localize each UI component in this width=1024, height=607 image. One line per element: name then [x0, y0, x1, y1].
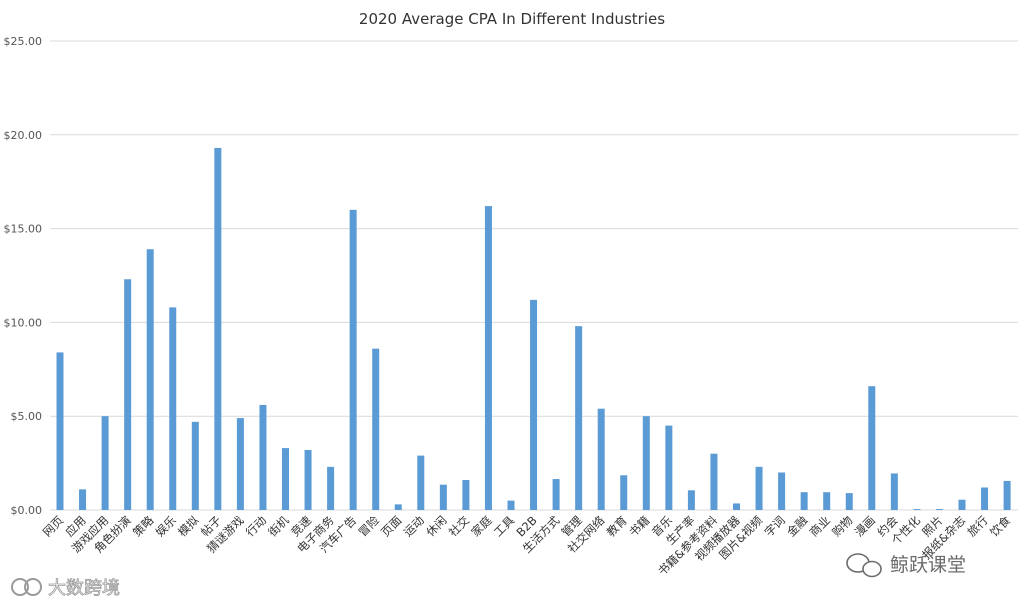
bar: [236, 418, 244, 510]
bar: [845, 493, 853, 510]
bar: [778, 472, 786, 510]
bar: [913, 509, 921, 510]
watermark-logo-icon: [24, 578, 42, 596]
x-tick-label: 行动: [243, 513, 269, 539]
bar: [575, 326, 583, 510]
x-tick-label: 冒险: [356, 513, 383, 540]
bar: [620, 475, 628, 510]
x-tick-label: 休闲: [423, 513, 449, 539]
x-tick-label: 家庭: [468, 513, 495, 540]
chart-title: 2020 Average CPA In Different Industries: [359, 10, 665, 28]
bar: [710, 453, 718, 510]
watermark-left: 大数跨境: [11, 578, 120, 599]
y-tick-label: $15.00: [4, 223, 43, 236]
watermark-right-text: 鲸跃课堂: [890, 554, 966, 576]
bar: [349, 209, 357, 510]
x-tick-label: 策略: [130, 513, 157, 540]
x-tick-label: 旅行: [965, 513, 991, 539]
y-tick-label: $20.00: [4, 129, 43, 142]
bar: [439, 484, 447, 510]
bar: [372, 348, 380, 510]
x-tick-label: 漫画: [852, 513, 878, 539]
watermark-logo-icon: [11, 578, 29, 596]
bar: [642, 416, 650, 510]
y-tick-label: $0.00: [11, 504, 43, 517]
bar: [687, 490, 695, 510]
bar: [169, 307, 177, 510]
bar: [958, 499, 966, 510]
bar: [214, 147, 222, 510]
bar: [530, 299, 538, 510]
bar: [327, 466, 335, 510]
bar: [1003, 480, 1011, 510]
bar: [394, 504, 402, 510]
bar: [417, 455, 425, 510]
y-tick-label: $25.00: [4, 35, 43, 48]
x-tick-label: 字词: [762, 513, 788, 539]
wechat-icon-bubble: [862, 560, 882, 578]
bar: [304, 449, 312, 510]
x-tick-label: 模拟: [175, 513, 202, 540]
x-tick-label: 书籍: [626, 513, 652, 539]
bar: [282, 448, 289, 510]
x-tick-label: 商业: [807, 513, 833, 539]
watermark-right: 鲸跃课堂: [846, 553, 966, 578]
bar: [800, 492, 808, 510]
x-tick-label: 网页: [40, 513, 66, 539]
x-tick-label: 饮食: [987, 513, 1014, 540]
bar: [868, 386, 876, 510]
bar: [755, 466, 763, 510]
bar: [665, 425, 673, 510]
bar: [552, 479, 560, 510]
bar: [981, 487, 989, 510]
x-tick-label: 购物: [829, 513, 855, 539]
y-tick-label: $10.00: [4, 316, 43, 329]
bar: [935, 509, 943, 510]
bar: [823, 492, 831, 510]
x-tick-label: 娱乐: [153, 513, 180, 540]
x-tick-label: 社交: [446, 513, 473, 540]
x-tick-label: 页面: [378, 513, 404, 539]
bar: [79, 489, 87, 510]
bar: [890, 473, 898, 510]
x-tick-label: 运动: [401, 513, 427, 539]
bar: [484, 206, 492, 510]
x-tick-label: 金融: [784, 513, 811, 540]
x-tick-label: 工具: [491, 513, 518, 540]
bar: [597, 408, 605, 510]
watermark-left-text: 大数跨境: [48, 578, 120, 599]
x-tick-label: 街机: [265, 513, 292, 540]
x-tick-label: 教育: [604, 513, 630, 539]
bar: [259, 404, 267, 510]
bars: [56, 147, 1011, 510]
y-tick-label: $5.00: [11, 410, 43, 423]
bar: [462, 479, 470, 510]
bar: [191, 421, 199, 510]
bar: [507, 500, 515, 510]
bar: [101, 416, 109, 510]
bar: [124, 279, 132, 510]
y-axis-ticks: $0.00 $5.00 $10.00 $15.00 $20.00 $25.00: [4, 35, 43, 517]
bar: [733, 503, 740, 510]
bar: [146, 249, 154, 510]
bar: [56, 352, 64, 510]
